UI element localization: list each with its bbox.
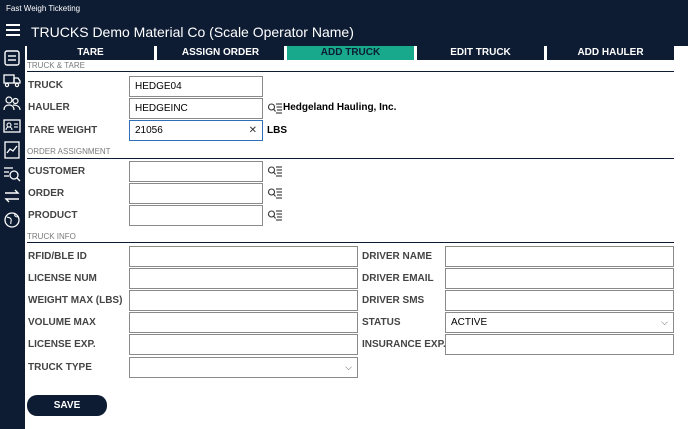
clear-icon[interactable]: ✕	[248, 125, 257, 136]
id-card-icon[interactable]	[3, 117, 21, 135]
globe-settings-icon[interactable]	[3, 211, 21, 229]
driver-email-label: DRIVER EMAIL	[362, 273, 434, 284]
driver-email-input[interactable]	[445, 268, 674, 289]
hauler-lookup-icon[interactable]	[267, 102, 282, 114]
customer-input[interactable]	[129, 161, 263, 182]
tab-bar: TARE ASSIGN ORDER ADD TRUCK EDIT TRUCK A…	[27, 46, 674, 60]
tab-assign-order[interactable]: ASSIGN ORDER	[157, 46, 284, 60]
app-header: TRUCKS Demo Material Co (Scale Operator …	[0, 17, 688, 46]
ticket-icon[interactable]	[3, 49, 21, 67]
hauler-name-text: Hedgeland Hauling, Inc.	[283, 102, 397, 113]
window-title-bar: Fast Weigh Ticketing	[0, 0, 688, 17]
sync-icon[interactable]	[3, 187, 21, 205]
section-divider	[27, 242, 674, 243]
report-icon[interactable]	[3, 141, 21, 159]
chevron-down-icon: ⌵	[345, 362, 352, 372]
truck-input[interactable]: HEDGE04	[129, 76, 263, 97]
weight-max-input[interactable]	[129, 290, 358, 311]
search-list-icon[interactable]	[3, 165, 21, 183]
tab-tare[interactable]: TARE	[27, 46, 154, 60]
tab-add-truck[interactable]: ADD TRUCK	[287, 46, 414, 60]
status-value: ACTIVE	[451, 317, 488, 328]
license-exp-input[interactable]	[129, 334, 358, 355]
tare-unit: LBS	[267, 125, 287, 136]
product-label: PRODUCT	[28, 210, 78, 221]
insurance-exp-label: INSURANCE EXP.	[362, 339, 446, 350]
rfid-label: RFID/BLE ID	[28, 251, 87, 262]
product-input[interactable]	[129, 205, 263, 226]
people-icon[interactable]	[3, 94, 21, 112]
order-label: ORDER	[28, 188, 65, 199]
order-lookup-icon[interactable]	[267, 187, 282, 199]
truck-icon[interactable]	[3, 71, 21, 89]
status-select[interactable]: ACTIVE ⌵	[445, 312, 674, 333]
license-num-label: LICENSE NUM	[28, 273, 97, 284]
tab-add-hauler[interactable]: ADD HAULER	[547, 46, 674, 60]
tare-weight-label: TARE WEIGHT	[28, 125, 98, 136]
tare-weight-input[interactable]: 21056 ✕	[129, 120, 263, 141]
hamburger-menu-icon[interactable]	[6, 24, 20, 38]
truck-label: TRUCK	[28, 80, 63, 91]
tare-weight-value: 21056	[135, 125, 163, 136]
chevron-down-icon: ⌵	[661, 317, 668, 327]
page-title: TRUCKS Demo Material Co (Scale Operator …	[31, 24, 354, 40]
insurance-exp-input[interactable]	[445, 334, 674, 355]
customer-label: CUSTOMER	[28, 166, 86, 177]
rfid-input[interactable]	[129, 246, 358, 267]
save-button[interactable]: SAVE	[27, 395, 107, 416]
status-label: STATUS	[362, 317, 401, 328]
driver-sms-input[interactable]	[445, 290, 674, 311]
window-title: Fast Weigh Ticketing	[6, 4, 81, 13]
volume-max-label: VOLUME MAX	[28, 317, 96, 328]
sidebar	[0, 46, 25, 429]
customer-lookup-icon[interactable]	[267, 165, 282, 177]
section-divider	[27, 71, 674, 72]
tab-edit-truck[interactable]: EDIT TRUCK	[417, 46, 544, 60]
license-num-input[interactable]	[129, 268, 358, 289]
driver-name-label: DRIVER NAME	[362, 251, 433, 262]
volume-max-input[interactable]	[129, 312, 358, 333]
truck-type-select[interactable]: ⌵	[129, 357, 358, 378]
section-truck-info-title: TRUCK INFO	[27, 232, 76, 241]
section-truck-tare-title: TRUCK & TARE	[27, 61, 85, 70]
order-input[interactable]	[129, 183, 263, 204]
license-exp-label: LICENSE EXP.	[28, 339, 96, 350]
driver-name-input[interactable]	[445, 246, 674, 267]
truck-type-label: TRUCK TYPE	[28, 362, 92, 373]
section-order-assignment-title: ORDER ASSIGNMENT	[27, 147, 111, 156]
hauler-label: HAULER	[28, 102, 70, 113]
section-divider	[27, 158, 674, 159]
product-lookup-icon[interactable]	[267, 209, 282, 221]
driver-sms-label: DRIVER SMS	[362, 295, 425, 306]
weight-max-label: WEIGHT MAX (LBS)	[28, 295, 123, 306]
hauler-input[interactable]: HEDGEINC	[129, 98, 263, 119]
